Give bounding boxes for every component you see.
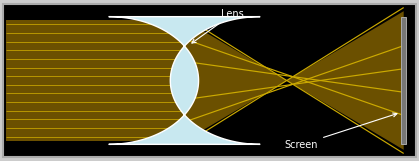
Polygon shape (109, 17, 260, 144)
Polygon shape (6, 20, 184, 141)
Text: Screen: Screen (285, 113, 397, 150)
Polygon shape (184, 11, 403, 150)
Text: Lens: Lens (192, 9, 244, 43)
Bar (401, 17, 406, 144)
Polygon shape (287, 72, 403, 89)
